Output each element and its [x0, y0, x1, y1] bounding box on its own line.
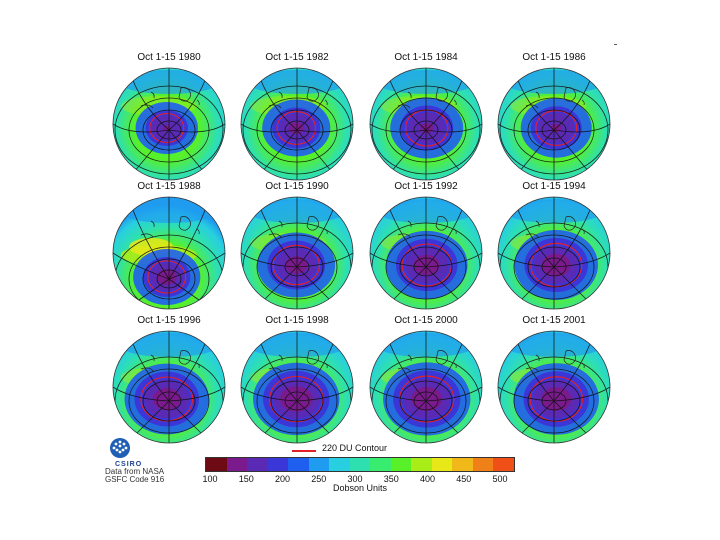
- globe-panel: Oct 1-15 1980: [105, 52, 233, 182]
- globe-panel: Oct 1-15 1990: [233, 181, 361, 311]
- panel-title: Oct 1-15 1992: [394, 181, 458, 192]
- colorbar-bin: [308, 458, 330, 471]
- colorbar-bin: [452, 458, 473, 471]
- csiro-logo-block: CSIRO Data from NASA GSFC Code 916: [105, 437, 180, 484]
- panel-title: Oct 1-15 1990: [265, 181, 329, 192]
- ozone-globe-map: [240, 67, 354, 181]
- colorbar-bin: [390, 458, 412, 471]
- globe-panel: Oct 1-15 1996: [105, 315, 233, 445]
- ozone-globe-map: [369, 67, 483, 181]
- colorbar-tick-label: 200: [274, 474, 291, 484]
- colorbar-bin: [472, 458, 494, 471]
- panel-title: Oct 1-15 1986: [522, 52, 586, 63]
- ozone-globe-map: [112, 196, 226, 310]
- credit-line-1: Data from NASA: [105, 467, 165, 476]
- panel-title: Oct 1-15 1984: [394, 52, 458, 63]
- colorbar-tick-label: 450: [456, 474, 472, 484]
- contour-line-sample: [292, 450, 316, 452]
- ozone-globe-map: [497, 67, 611, 181]
- panel-title: Oct 1-15 2001: [522, 315, 586, 326]
- contour-label: 220 DU Contour: [322, 443, 388, 453]
- globe-panel: Oct 1-15 1984: [362, 52, 490, 182]
- colorbar-tick-label: 400: [419, 474, 436, 484]
- colorbar-bin: [206, 458, 227, 471]
- csiro-logo-icon: [110, 438, 130, 458]
- colorbar-tick-label: 500: [492, 474, 508, 484]
- colorbar-tick-label: 350: [383, 474, 399, 484]
- colorbar-bin: [267, 458, 289, 471]
- colorbar-bin: [247, 458, 268, 471]
- panel-title: Oct 1-15 2000: [394, 315, 458, 326]
- colorbar-bin: [431, 458, 453, 471]
- colorbar-tick-label: 250: [311, 474, 327, 484]
- ozone-globe-map: [369, 330, 483, 444]
- ozone-globe-map: [112, 330, 226, 444]
- colorbar-tick-label: 100: [202, 474, 218, 484]
- panel-title: Oct 1-15 1982: [265, 52, 329, 63]
- panel-title: Oct 1-15 1996: [137, 315, 201, 326]
- colorbar-bin: [349, 458, 371, 471]
- ozone-globe-map: [497, 330, 611, 444]
- ozone-globe-map: [497, 196, 611, 310]
- panel-title: Oct 1-15 1998: [265, 315, 329, 326]
- colorbar-tick-label: 300: [347, 474, 363, 484]
- globe-panel: Oct 1-15 1988: [105, 181, 233, 311]
- corner-mark: [614, 44, 617, 45]
- colorbar-legend: 220 DU Contour Dobson Units 100 150 200 250…: [200, 443, 520, 503]
- globe-panel: Oct 1-15 2000: [362, 315, 490, 445]
- globe-panel: Oct 1-15 1998: [233, 315, 361, 445]
- panel-title: Oct 1-15 1994: [522, 181, 586, 192]
- colorbar-bin: [226, 458, 248, 471]
- colorbar-tick-label: 150: [238, 474, 254, 484]
- colorbar: [205, 457, 515, 472]
- globe-panel: Oct 1-15 1982: [233, 52, 361, 182]
- globe-panel: Oct 1-15 1986: [490, 52, 618, 182]
- colorbar-bin: [288, 458, 309, 471]
- credit-line-2: GSFC Code 916: [105, 475, 165, 484]
- ozone-globe-map: [240, 330, 354, 444]
- ozone-globe-map: [369, 196, 483, 310]
- colorbar-bin: [329, 458, 350, 471]
- globe-panel: Oct 1-15 1992: [362, 181, 490, 311]
- ozone-globe-map: [240, 196, 354, 310]
- colorbar-bin: [411, 458, 432, 471]
- colorbar-bin: [493, 458, 514, 471]
- globe-panel: Oct 1-15 2001: [490, 315, 618, 445]
- colorbar-units: Dobson Units: [332, 483, 388, 493]
- logo-text: CSIRO: [115, 461, 143, 468]
- panel-title: Oct 1-15 1980: [137, 52, 201, 63]
- colorbar-bin: [370, 458, 391, 471]
- globe-panel: Oct 1-15 1994: [490, 181, 618, 311]
- panel-title: Oct 1-15 1988: [137, 181, 201, 192]
- ozone-globe-map: [112, 67, 226, 181]
